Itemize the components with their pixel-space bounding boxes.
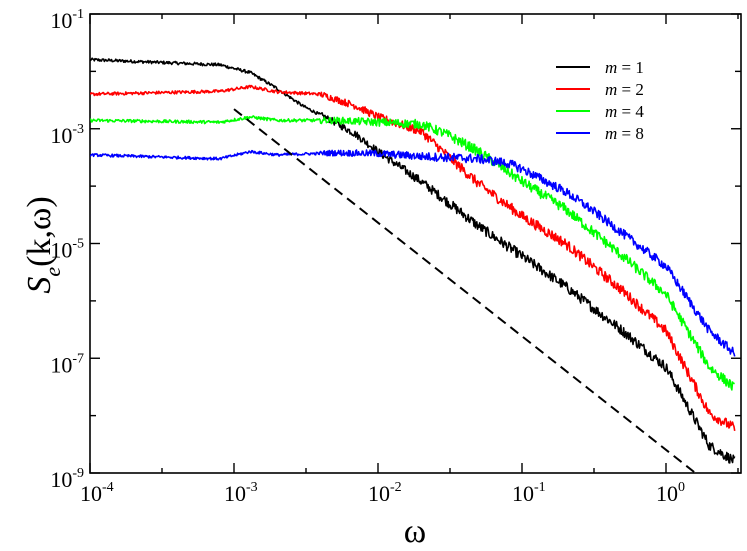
- y-tick-label: 10-1: [50, 7, 84, 33]
- y-axis-label-args: (k,ω): [21, 196, 58, 267]
- series-line-m4: [90, 115, 735, 391]
- legend-var: m: [605, 80, 617, 99]
- legend-entry: m = 2: [556, 80, 644, 99]
- x-tick-label: 100: [656, 480, 685, 506]
- legend-label: m = 8: [605, 124, 644, 143]
- y-tick-label: 10-7: [50, 351, 84, 377]
- x-tick-base: 10: [80, 481, 102, 506]
- y-tick-base: 10: [50, 8, 72, 33]
- x-tick-label: 10-1: [512, 480, 546, 506]
- x-tick-exp: 0: [678, 480, 685, 495]
- y-tick-exp: -1: [72, 7, 84, 22]
- legend-label: m = 4: [605, 102, 644, 121]
- x-tick-label: 10-3: [224, 480, 258, 506]
- legend-rest: = 8: [617, 124, 644, 143]
- series-line-m1: [90, 57, 736, 464]
- x-axis-label: ω: [404, 513, 426, 550]
- x-tick-base: 10: [224, 481, 246, 506]
- x-tick-label: 10-4: [80, 480, 114, 506]
- axis-ticks: [89, 13, 741, 474]
- legend-label: m = 1: [605, 58, 644, 77]
- series-layer: [90, 57, 736, 464]
- x-tick-label: 10-2: [368, 480, 402, 506]
- x-tick-labels: 10-4 10-3 10-2 10-1 100: [80, 480, 685, 506]
- y-tick-base: 10: [50, 467, 72, 492]
- legend-label: m = 2: [605, 80, 644, 99]
- series-line-m8: [90, 149, 736, 357]
- y-axis-label-main: S: [21, 277, 58, 294]
- legend: m = 1 m = 2 m = 4 m = 8: [556, 58, 644, 143]
- legend-rest: = 2: [617, 80, 644, 99]
- y-tick-label: 10-3: [50, 122, 84, 148]
- legend-var: m: [605, 58, 617, 77]
- x-tick-base: 10: [368, 481, 390, 506]
- y-tick-label: 10-9: [50, 466, 84, 492]
- legend-rest: = 1: [617, 58, 644, 77]
- x-tick-exp: -3: [246, 480, 258, 495]
- legend-rest: = 4: [617, 102, 644, 121]
- series-line-m2: [90, 84, 736, 431]
- y-tick-labels: 10-9 10-7 10-5 10-3 10-1: [50, 7, 84, 492]
- x-tick-base: 10: [512, 481, 534, 506]
- y-tick-exp: -3: [72, 122, 84, 137]
- y-tick-exp: -7: [72, 351, 84, 366]
- x-tick-base: 10: [656, 481, 678, 506]
- y-tick-label: 10-5: [50, 237, 84, 263]
- legend-var: m: [605, 124, 617, 143]
- reference-dashed-line: [233, 108, 697, 473]
- y-tick-base: 10: [50, 123, 72, 148]
- y-axis-label-sub: e: [40, 267, 65, 277]
- legend-var: m: [605, 102, 617, 121]
- y-tick-base: 10: [50, 352, 72, 377]
- y-tick-exp: -9: [72, 466, 84, 481]
- legend-entry: m = 4: [556, 102, 644, 121]
- legend-entry: m = 8: [556, 124, 644, 143]
- x-tick-exp: -2: [390, 480, 402, 495]
- x-tick-exp: -1: [534, 480, 546, 495]
- y-tick-base: 10: [50, 238, 72, 263]
- y-tick-exp: -5: [72, 237, 84, 252]
- legend-entry: m = 1: [556, 58, 644, 77]
- x-tick-exp: -4: [102, 480, 114, 495]
- y-axis-label: Se(k,ω): [21, 196, 65, 293]
